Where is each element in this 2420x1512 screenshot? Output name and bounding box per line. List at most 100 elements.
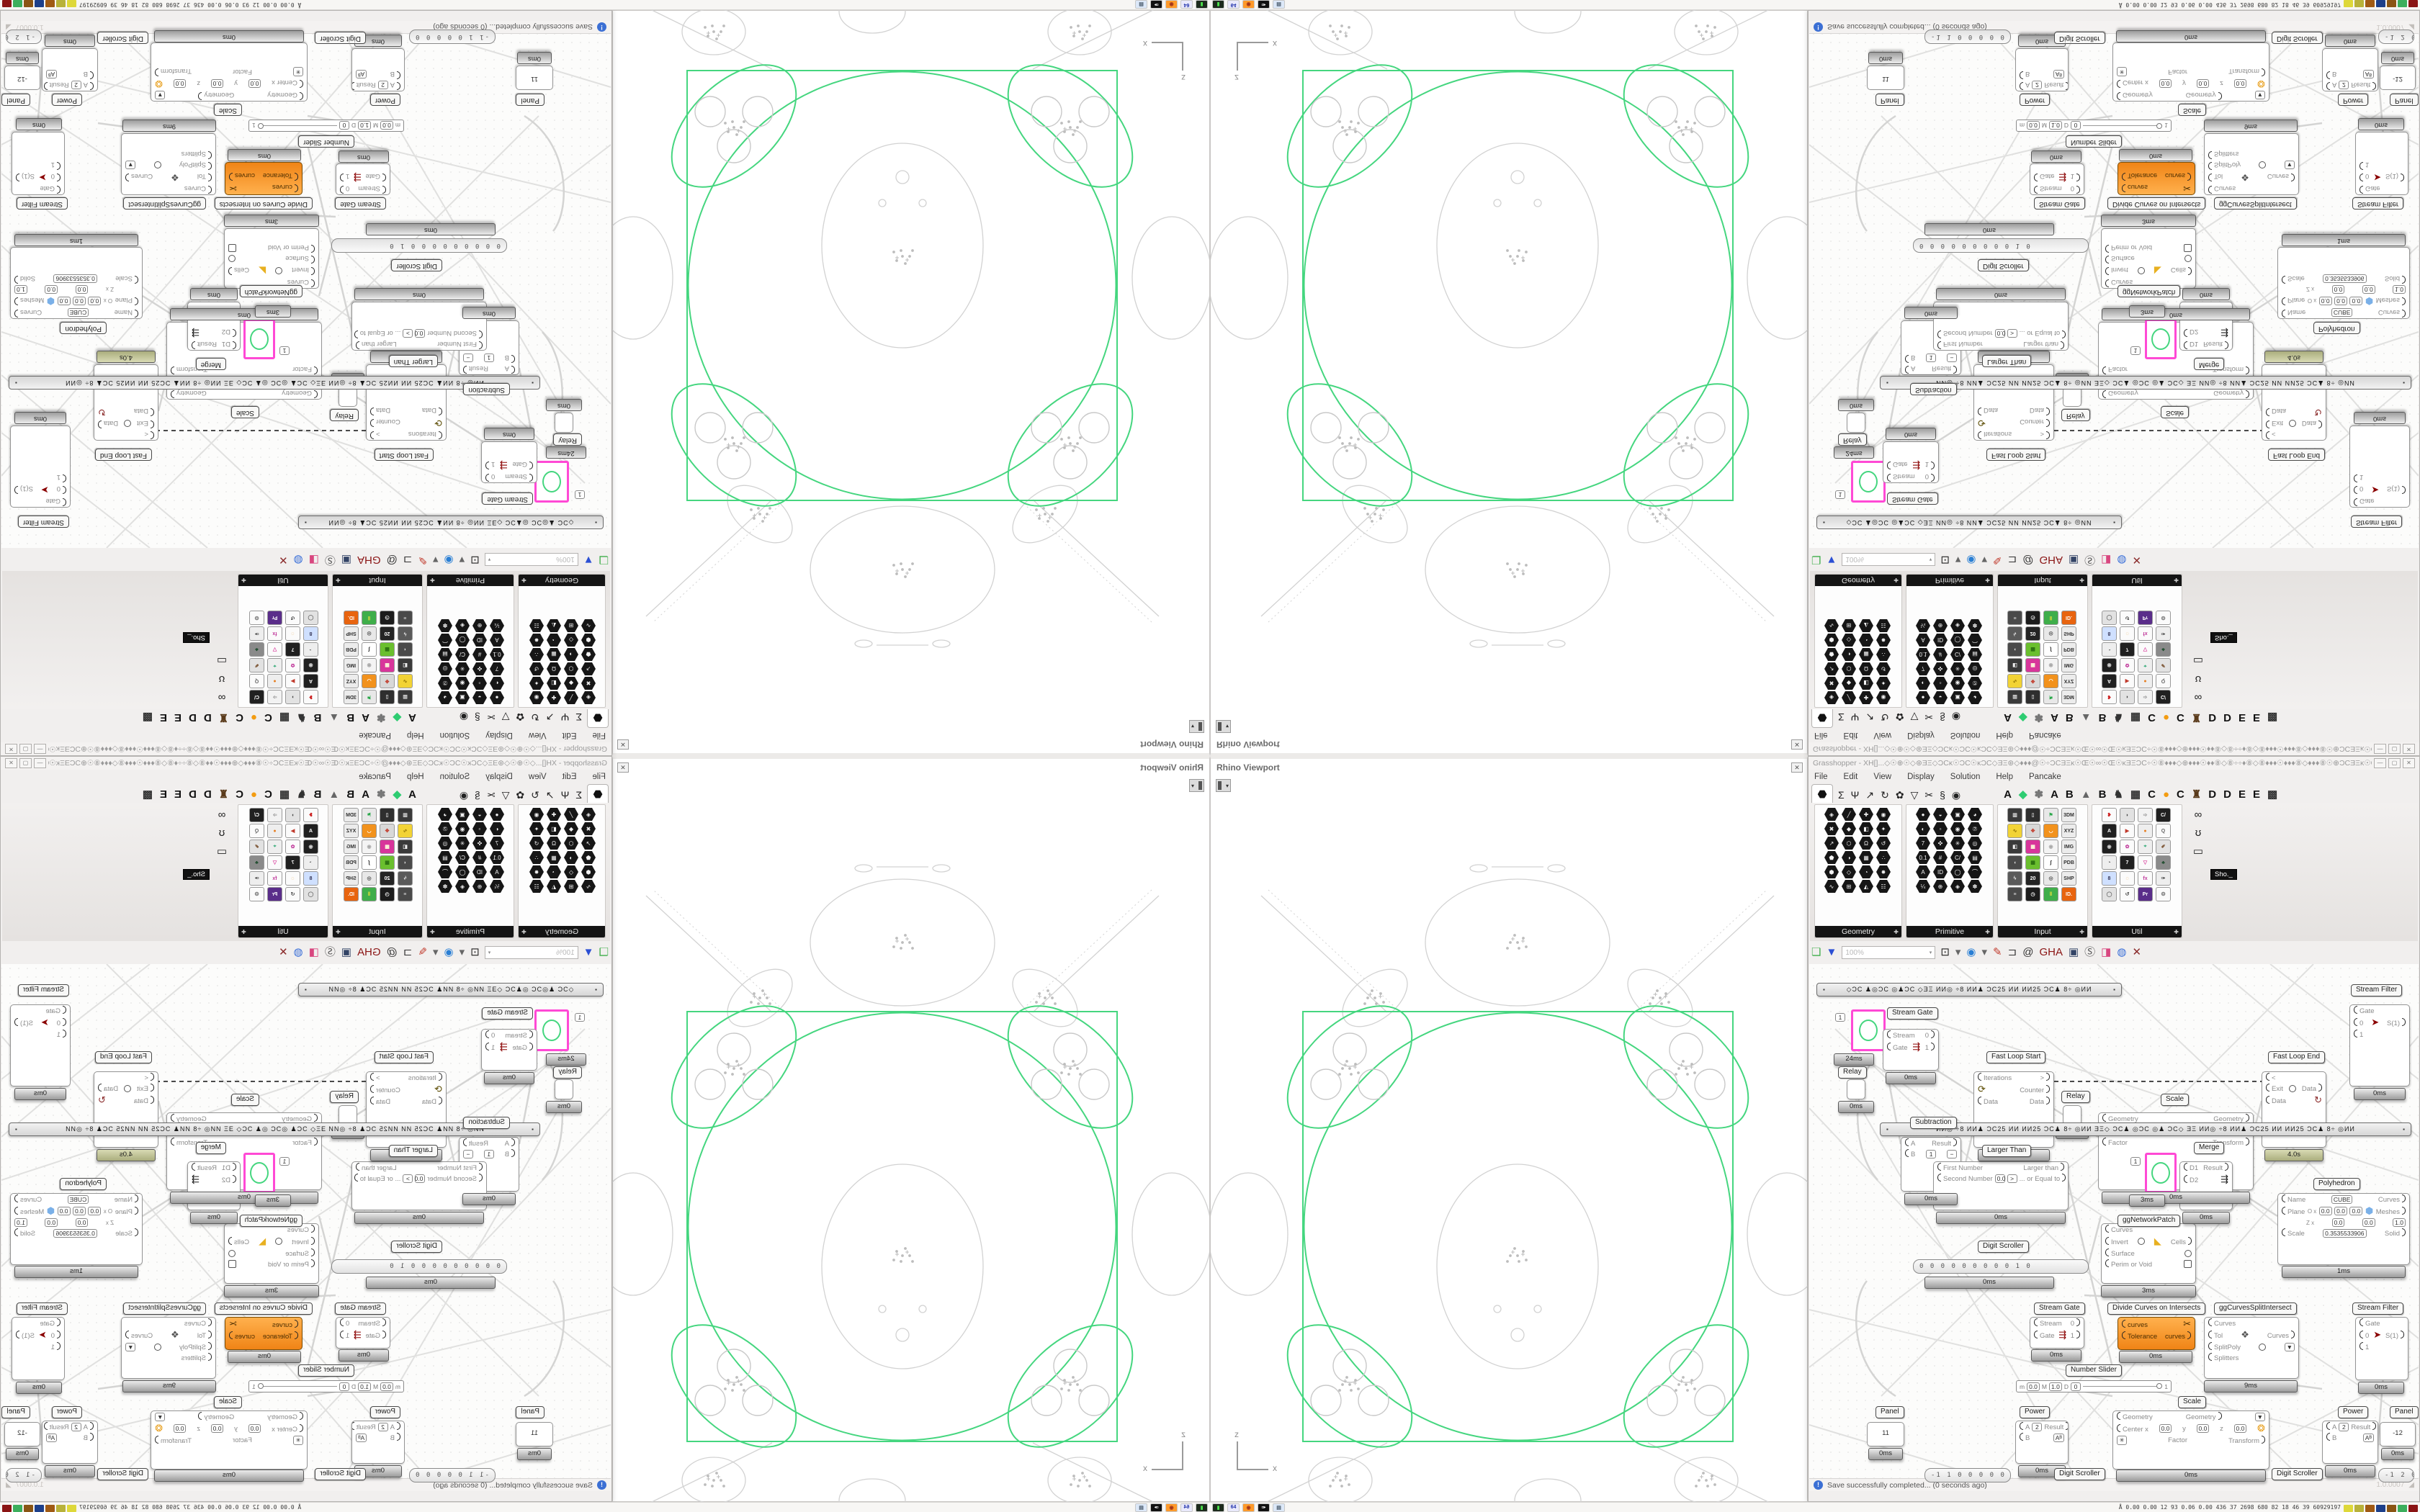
component-icon[interactable]: ◈ xyxy=(1824,808,1839,821)
component-icon[interactable]: ¼ xyxy=(490,619,504,632)
toolbar-icon[interactable]: ◨ xyxy=(2101,946,2112,958)
component-icon[interactable]: ✜ xyxy=(1933,662,1948,675)
component-icon[interactable]: ✐ xyxy=(249,840,264,854)
menu-item[interactable]: Help xyxy=(1996,731,2014,739)
component-icon[interactable]: ❂ xyxy=(2156,611,2171,625)
component-icon[interactable]: ⊕ xyxy=(1933,619,1948,632)
node-stream-filter[interactable]: Gate 0 ➤ S(1) 1 xyxy=(2355,132,2408,195)
component-icon[interactable]: A xyxy=(303,824,318,838)
node-tag[interactable]: Stream Filter xyxy=(2352,1302,2404,1315)
node-tag[interactable]: Power xyxy=(2020,94,2051,106)
component-icon[interactable]: ▥ xyxy=(398,808,413,822)
node-fast-loop-end[interactable]: < Exit Data Data ↻ xyxy=(94,1071,158,1148)
menu-item[interactable]: File xyxy=(592,773,606,781)
node-gg-curves-split[interactable]: Curves Tol ❖ Curves SplitPoly ▼ Splitters xyxy=(121,133,216,195)
node-tag[interactable]: Polyhedron xyxy=(60,1178,107,1190)
panel-label-util[interactable]: Util ✚ xyxy=(238,575,328,586)
component-icon[interactable]: ◎ xyxy=(1968,837,1982,850)
node-relay[interactable] xyxy=(2063,1105,2081,1125)
node-tag[interactable]: Stream Filter xyxy=(2351,984,2403,996)
component-icon[interactable]: ✚ xyxy=(1859,691,1873,704)
panel-label-geometry[interactable]: Geometry ✚ xyxy=(1815,926,1901,937)
digit-scroller[interactable]: -1 1 0 0 0 0 0 0 0 0 0 0 0 xyxy=(1924,1468,2011,1482)
panel-expand-icon[interactable]: ✚ xyxy=(2079,577,2084,584)
node-tag[interactable]: Stream Gate xyxy=(2034,1302,2085,1315)
component-icon[interactable]: fx xyxy=(267,871,282,886)
grasshopper-titlebar[interactable]: Grasshopper - XH[]...◇☉⊕☉◇⊛ƎΞ◇ƆCĸ☉ƆC☉ĸƆC… xyxy=(1809,742,2419,755)
component-icon[interactable]: ✦ xyxy=(529,677,544,690)
node-stream-gate[interactable]: Stream 0 Gate ⇶ 1 xyxy=(2030,1317,2084,1349)
toolbar-icon[interactable]: ✎ xyxy=(1993,946,2002,958)
component-icon[interactable]: ◕ xyxy=(1968,691,1982,704)
menu-item[interactable]: Help xyxy=(1996,773,2014,781)
tray-icon[interactable] xyxy=(2387,0,2396,8)
node-tag[interactable]: ggNetworkPatch xyxy=(239,1215,302,1227)
component-icon[interactable]: ▥ xyxy=(2007,808,2022,822)
node-tag[interactable]: Relay xyxy=(330,409,359,421)
component-icon[interactable]: ϟ xyxy=(398,871,413,886)
toolbar-icon[interactable]: ▾ xyxy=(459,946,465,958)
node-power[interactable]: A 2 Result B Aᴮ xyxy=(2322,48,2378,91)
minimize-button[interactable]: — xyxy=(2374,744,2386,754)
component-icon[interactable]: ⬟ xyxy=(1824,648,1839,661)
component-icon[interactable]: ❥ xyxy=(2102,690,2117,704)
component-icon[interactable]: ✽ xyxy=(1968,619,1982,632)
node-panel[interactable]: -12 xyxy=(4,66,40,90)
node-tag[interactable]: Fast Loop End xyxy=(2268,449,2326,461)
node-tag[interactable]: Subtraction xyxy=(1910,383,1957,395)
component-icon[interactable]: SHP xyxy=(344,871,359,886)
component-icon[interactable]: ≡ xyxy=(398,611,413,625)
component-icon[interactable]: ◔ xyxy=(2102,855,2117,870)
node-panel[interactable]: -12 xyxy=(2380,66,2416,90)
node-tag[interactable]: Scale xyxy=(2178,1396,2207,1408)
component-icon[interactable]: ❥ xyxy=(2102,808,2117,822)
component-icon[interactable]: ◯ xyxy=(2102,887,2117,901)
node-tag[interactable]: Relay xyxy=(2061,409,2090,421)
viewport-dropdown-button[interactable]: ▾ xyxy=(1216,720,1231,733)
panel-preview-selected[interactable] xyxy=(1851,461,1886,503)
component-icon[interactable]: 7 xyxy=(1916,662,1930,675)
component-icon[interactable]: ∿ xyxy=(2007,674,2022,688)
component-icon[interactable]: ◑ xyxy=(1842,851,1856,864)
component-icon[interactable]: ◕ xyxy=(438,691,452,704)
node-stream-gate[interactable]: Stream 0 Gate ⇶ 1 xyxy=(1883,1029,1939,1071)
menu-item[interactable]: Solution xyxy=(1950,773,1981,781)
panel-label-geometry[interactable]: Geometry ✚ xyxy=(1815,575,1901,586)
toolbar-icon[interactable]: ▾ xyxy=(432,554,439,566)
node-tag[interactable]: Fast Loop Start xyxy=(1986,449,2046,461)
component-icon[interactable]: ✦ xyxy=(529,822,544,835)
component-icon[interactable]: XYZ xyxy=(2061,674,2076,688)
category-tab-icon[interactable]: ↗ xyxy=(545,789,555,801)
node-tag[interactable]: Stream Filter xyxy=(16,1302,68,1315)
open-file-icon[interactable]: ❏ xyxy=(599,554,609,566)
component-icon[interactable]: ✐ xyxy=(2156,840,2171,854)
panel-preview-selected[interactable] xyxy=(243,1153,275,1193)
toolbar-icon[interactable]: ✕ xyxy=(2132,554,2142,566)
component-icon[interactable]: Ω xyxy=(547,837,561,850)
component-icon[interactable]: PDB xyxy=(2061,642,2076,657)
component-icon[interactable]: XYZ xyxy=(344,674,359,688)
component-icon[interactable]: ↺ xyxy=(2120,887,2135,901)
menu-item[interactable]: Display xyxy=(1907,773,1935,781)
node-tag[interactable]: Stream Gate xyxy=(335,1302,386,1315)
component-icon[interactable]: ▶ xyxy=(285,674,300,688)
component-icon[interactable]: ✥ xyxy=(380,824,395,838)
component-icon[interactable]: ● xyxy=(490,691,504,704)
green-curves[interactable] xyxy=(650,984,1155,1470)
node-tag[interactable]: Subtraction xyxy=(463,1117,510,1129)
mini-component-strip[interactable]: ▪ ◇ƆC ♟◎ƆC ◎♟ƆC ◇ƎΞ ИИ◎ ÷8 ИИ♟ ƆC25 ИИ ИИ… xyxy=(298,983,604,996)
tray-icon[interactable] xyxy=(56,1504,66,1512)
panel-label-util[interactable]: Util ✚ xyxy=(2092,575,2182,586)
component-icon[interactable]: Ω xyxy=(547,662,561,675)
plugin-tab[interactable]: C xyxy=(264,788,272,801)
menu-item[interactable]: View xyxy=(1873,773,1892,781)
plugin-tab[interactable]: ▲ xyxy=(2080,788,2092,801)
digit-scroller[interactable]: -1 2 0 0 0 0 0 0 0 0 0 0 0 xyxy=(2378,30,2414,44)
slider-value[interactable]: 1 xyxy=(575,490,585,499)
component-icon[interactable]: ◡ xyxy=(362,674,377,688)
component-icon[interactable]: ▽ xyxy=(2138,855,2153,870)
toolbar-icon[interactable]: ▣ xyxy=(341,946,352,958)
